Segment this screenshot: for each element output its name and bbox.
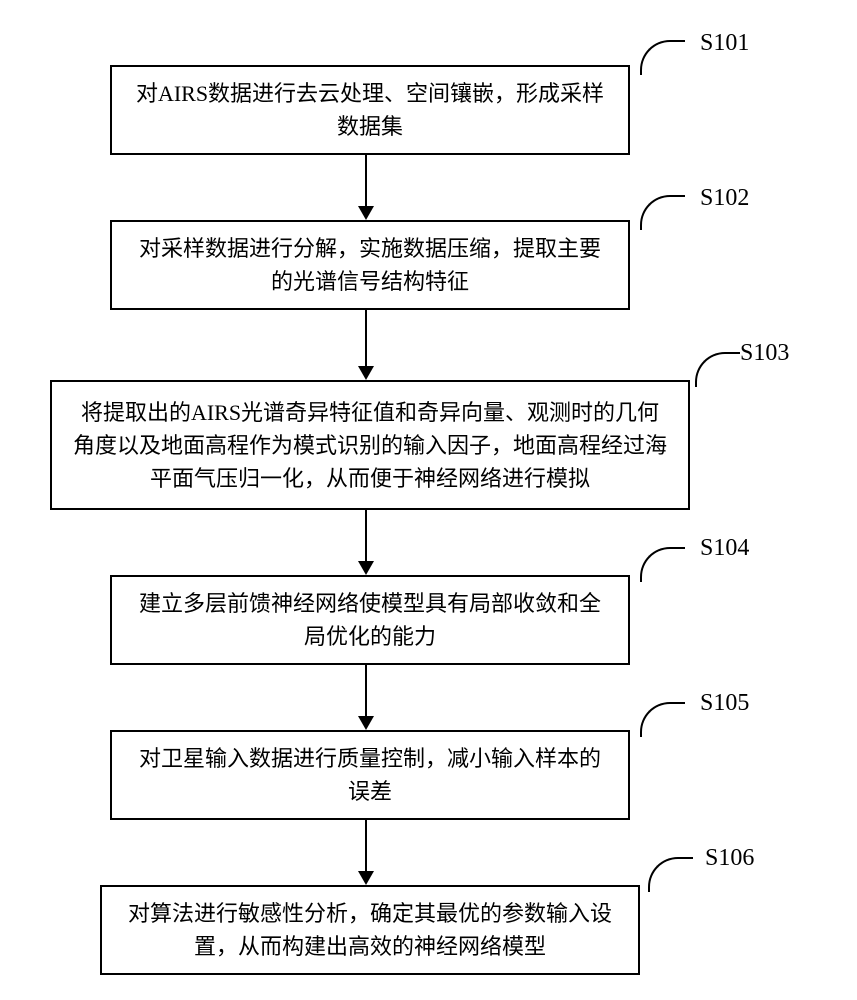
label-curve [640, 40, 685, 75]
label-curve [640, 195, 685, 230]
step-text: 将提取出的AIRS光谱奇异特征值和奇异向量、观测时的几何角度以及地面高程作为模式… [72, 396, 668, 495]
step-text: 对算法进行敏感性分析，确定其最优的参数输入设置，从而构建出高效的神经网络模型 [122, 897, 618, 963]
step-label-s104: S104 [700, 535, 749, 562]
step-box-s103: 将提取出的AIRS光谱奇异特征值和奇异向量、观测时的几何角度以及地面高程作为模式… [50, 380, 690, 510]
arrow [365, 310, 367, 378]
step-label-s105: S105 [700, 690, 749, 717]
arrow [365, 155, 367, 218]
step-box-s104: 建立多层前馈神经网络使模型具有局部收敛和全局优化的能力 [110, 575, 630, 665]
arrow [365, 665, 367, 728]
step-label-s102: S102 [700, 185, 749, 212]
step-text: 建立多层前馈神经网络使模型具有局部收敛和全局优化的能力 [132, 587, 608, 653]
step-box-s101: 对AIRS数据进行去云处理、空间镶嵌，形成采样数据集 [110, 65, 630, 155]
label-curve [640, 547, 685, 582]
step-text: 对AIRS数据进行去云处理、空间镶嵌，形成采样数据集 [132, 77, 608, 143]
step-box-s102: 对采样数据进行分解，实施数据压缩，提取主要的光谱信号结构特征 [110, 220, 630, 310]
arrow [365, 510, 367, 573]
step-text: 对采样数据进行分解，实施数据压缩，提取主要的光谱信号结构特征 [132, 232, 608, 298]
step-label-s106: S106 [705, 845, 754, 872]
arrow [365, 820, 367, 883]
flowchart-container: 对AIRS数据进行去云处理、空间镶嵌，形成采样数据集 S101 对采样数据进行分… [0, 0, 857, 1000]
step-box-s105: 对卫星输入数据进行质量控制，减小输入样本的误差 [110, 730, 630, 820]
label-curve [695, 352, 740, 387]
step-label-s103: S103 [740, 340, 789, 367]
label-curve [640, 702, 685, 737]
step-label-s101: S101 [700, 30, 749, 57]
step-box-s106: 对算法进行敏感性分析，确定其最优的参数输入设置，从而构建出高效的神经网络模型 [100, 885, 640, 975]
step-text: 对卫星输入数据进行质量控制，减小输入样本的误差 [132, 742, 608, 808]
label-curve [648, 857, 693, 892]
